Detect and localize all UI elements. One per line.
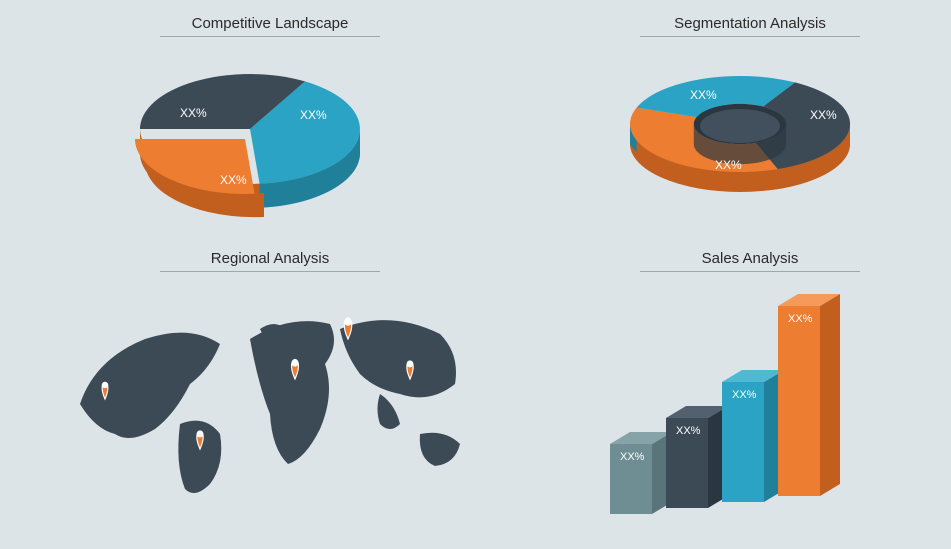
- sales-bars: XX% XX% XX% XX%: [590, 284, 910, 544]
- sales-bar-2-label: XX%: [676, 425, 701, 437]
- sales-panel: Sales Analysis XX% XX% XX%: [590, 250, 910, 549]
- regional-title: Regional Analysis: [160, 250, 380, 272]
- segmentation-donut: XX% XX% XX%: [590, 49, 910, 219]
- competitive-slice-1-label: XX%: [300, 108, 327, 122]
- sales-bar-1: XX%: [610, 432, 672, 514]
- sales-title: Sales Analysis: [640, 250, 860, 272]
- sales-bar-4-label: XX%: [788, 313, 813, 325]
- segmentation-slice-2-label: XX%: [715, 158, 742, 172]
- segmentation-slice-3-label: XX%: [690, 88, 717, 102]
- sales-bar-1-label: XX%: [620, 451, 645, 463]
- sales-bar-2: XX%: [666, 406, 728, 508]
- sales-bar-3-label: XX%: [732, 389, 757, 401]
- competitive-pie: XX% XX% XX%: [110, 49, 430, 239]
- sales-bar-3: XX%: [722, 370, 784, 502]
- segmentation-slice-1-label: XX%: [810, 108, 837, 122]
- sales-bar-4: XX%: [778, 294, 840, 496]
- regional-panel: Regional Analysis: [60, 250, 480, 519]
- regional-map: [60, 284, 480, 514]
- segmentation-title: Segmentation Analysis: [640, 15, 860, 37]
- competitive-slice-3-label: XX%: [180, 106, 207, 120]
- competitive-slice-2-label: XX%: [220, 173, 247, 187]
- competitive-title: Competitive Landscape: [160, 15, 380, 37]
- segmentation-panel: Segmentation Analysis XX% XX% XX%: [590, 15, 910, 224]
- competitive-panel: Competitive Landscape XX% XX% XX%: [110, 15, 430, 244]
